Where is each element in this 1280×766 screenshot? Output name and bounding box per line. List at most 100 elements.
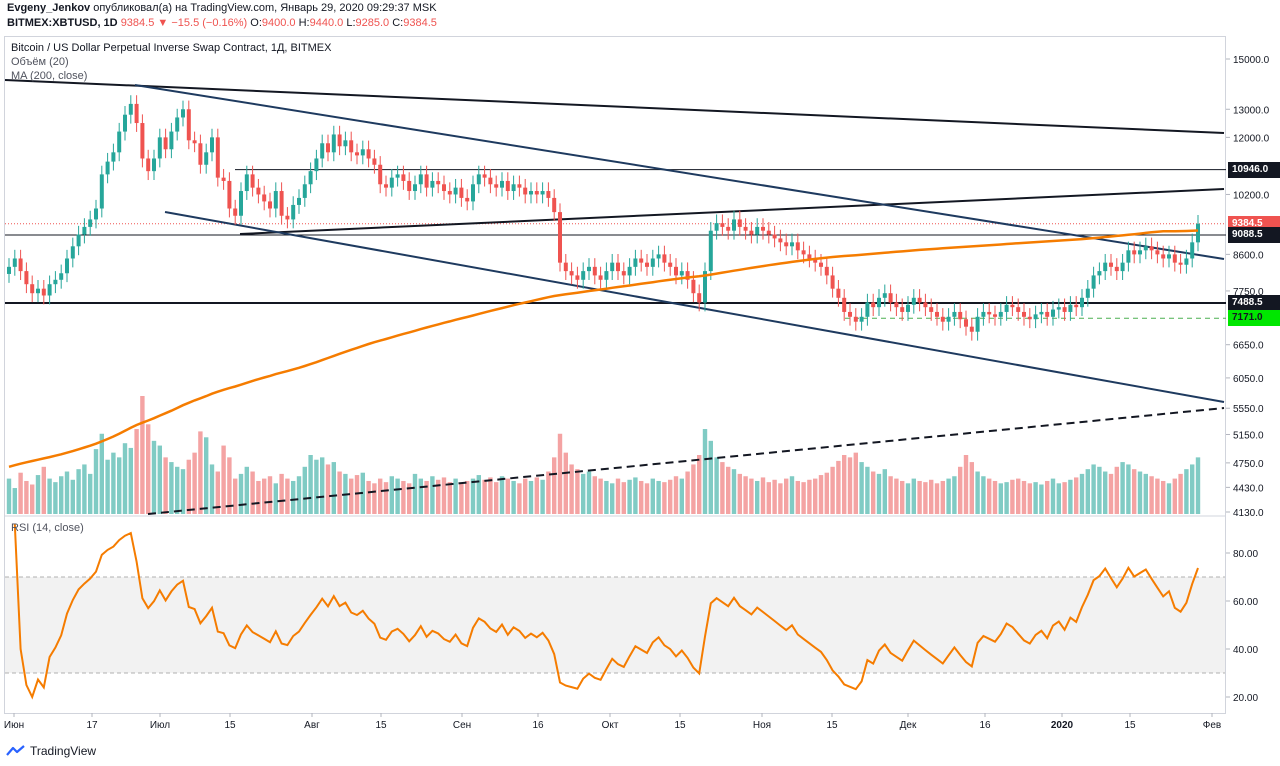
candle-body: [99, 174, 104, 209]
volume-bar: [859, 462, 864, 514]
candle-body: [668, 262, 673, 267]
volume-bar: [807, 479, 812, 514]
volume-bar: [70, 479, 75, 514]
candle-body: [1126, 250, 1131, 263]
volume-bar: [540, 479, 545, 514]
rsi-tick-label-3: 20.00: [1233, 693, 1258, 704]
tradingview-logo[interactable]: TradingView: [6, 744, 96, 758]
candle-body: [1062, 307, 1067, 312]
candle-body: [964, 319, 968, 327]
price-tick-label-11: 4430.0: [1233, 483, 1264, 494]
candle-body: [633, 258, 638, 267]
candle-body: [1004, 304, 1009, 312]
candle-body: [987, 311, 992, 315]
volume-bar: [876, 473, 882, 514]
volume-bar: [401, 480, 406, 514]
candle-body: [111, 152, 116, 162]
x-tick-label-4: Авг: [304, 720, 320, 731]
candle-body: [616, 262, 620, 272]
candle-body: [337, 134, 342, 147]
volume-bar: [871, 471, 876, 514]
channel-lower-line: [164, 211, 1225, 403]
candle-body: [830, 275, 835, 289]
volume-bar: [1195, 457, 1201, 514]
candle-body: [47, 284, 52, 296]
volume-bar: [702, 429, 708, 514]
publish-info: опубликовал(а) на TradingView.com, Январ…: [93, 2, 437, 14]
volume-bar: [528, 480, 534, 514]
volume-bar: [639, 480, 644, 514]
candle-body: [1109, 262, 1113, 267]
volume-bar: [186, 459, 191, 514]
volume-bar: [494, 482, 499, 514]
volume-bar: [656, 480, 661, 514]
candle-body: [459, 187, 464, 198]
volume-bar: [482, 479, 487, 514]
volume-bar: [41, 466, 46, 514]
volume-bar: [47, 478, 52, 514]
open-label: O:: [250, 17, 262, 29]
chart-frame: [4, 36, 1226, 714]
volume-bar: [743, 476, 748, 514]
x-tick-label-2: Июл: [150, 720, 170, 731]
x-tick-label-5: 15: [375, 720, 387, 731]
candle-body: [59, 273, 64, 280]
candle-body: [790, 242, 794, 247]
volume-bar: [291, 480, 296, 514]
price-tick-label-5: 7750.0: [1233, 287, 1264, 298]
candle-body: [488, 177, 493, 185]
volume-bar: [691, 464, 696, 514]
volume-bar: [731, 469, 737, 514]
low-value: 9285.0: [355, 17, 390, 29]
volume-bar: [337, 471, 342, 514]
volume-bar: [575, 469, 580, 514]
candle-body: [442, 184, 446, 192]
volume-bar: [726, 466, 731, 514]
volume-bar: [105, 459, 110, 514]
volume-bar: [963, 455, 969, 514]
volume-bar: [946, 478, 951, 514]
volume-bar: [349, 478, 354, 514]
candle-body: [181, 109, 185, 118]
candle-body: [1027, 316, 1032, 320]
candle-body: [1143, 246, 1148, 251]
rsi-band: [5, 577, 1225, 673]
volume-bar: [1074, 477, 1079, 514]
volume-bar: [175, 466, 180, 514]
candle-body: [268, 201, 272, 209]
volume-bar: [192, 452, 197, 514]
candle-body: [813, 258, 818, 263]
volume-bar: [279, 473, 284, 514]
candle-body: [621, 271, 626, 276]
volume-bar: [325, 464, 331, 514]
candle-body: [146, 158, 151, 172]
volume-bar: [418, 478, 423, 514]
volume-bar: [784, 478, 789, 514]
author-name[interactable]: Evgeny_Jenkov: [7, 2, 91, 14]
candle-body: [24, 271, 29, 285]
candle-body: [372, 158, 377, 165]
candle-body: [627, 266, 632, 276]
volume-bar: [633, 477, 638, 514]
volume-bar: [818, 475, 824, 514]
volume-bar: [842, 455, 847, 514]
candle-body: [476, 174, 481, 185]
candle-body: [94, 208, 98, 220]
candle-body: [65, 258, 69, 274]
volume-bar: [378, 478, 383, 514]
volume-bar: [668, 479, 673, 514]
price-label-3: 7488.5: [1228, 294, 1280, 311]
candle-body: [1190, 242, 1195, 259]
volume-bar: [778, 483, 783, 514]
volume-bar: [789, 476, 795, 514]
volume-bar: [795, 480, 800, 514]
candle-body: [494, 184, 499, 188]
volume-bar: [673, 476, 679, 514]
candle-body: [12, 258, 17, 267]
volume-bar: [1010, 479, 1015, 514]
volume-bar: [934, 483, 940, 514]
candle-body: [355, 152, 359, 156]
volume-bar: [447, 482, 452, 514]
candle-body: [836, 288, 841, 298]
